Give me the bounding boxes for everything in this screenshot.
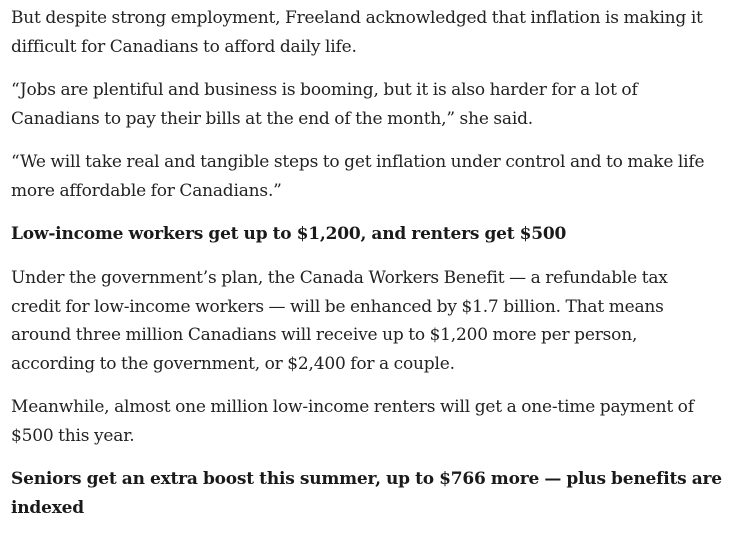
text-line: Under the government’s plan, the Canada … bbox=[11, 268, 668, 288]
paragraph-quote-steps: “We will take real and tangible steps to… bbox=[11, 148, 731, 205]
article-body: But despite strong employment, Freeland … bbox=[11, 4, 731, 523]
text-line: according to the government, or $2,400 f… bbox=[11, 353, 455, 374]
paragraph-workers-benefit: Under the government’s plan, the Canada … bbox=[11, 264, 731, 378]
heading-line: Seniors get an extra boost this summer, … bbox=[11, 469, 722, 489]
text-line: difficult for Canadians to afford daily … bbox=[11, 36, 357, 57]
subheading-workers-renters: Low-income workers get up to $1,200, and… bbox=[11, 220, 731, 249]
text-line: credit for low-income workers — will be … bbox=[11, 296, 664, 317]
heading-line: indexed bbox=[11, 498, 84, 518]
paragraph-inflation: But despite strong employment, Freeland … bbox=[11, 4, 731, 61]
heading-line: Low-income workers get up to $1,200, and… bbox=[11, 224, 567, 244]
text-line: Meanwhile, almost one million low-income… bbox=[11, 397, 694, 417]
paragraph-renters: Meanwhile, almost one million low-income… bbox=[11, 393, 731, 450]
text-line: $500 this year. bbox=[11, 425, 135, 446]
text-line: But despite strong employment, Freeland … bbox=[11, 8, 703, 28]
subheading-seniors: Seniors get an extra boost this summer, … bbox=[11, 465, 731, 523]
text-line: “We will take real and tangible steps to… bbox=[11, 152, 705, 172]
text-line: Canadians to pay their bills at the end … bbox=[11, 108, 533, 129]
paragraph-quote-jobs: “Jobs are plentiful and business is boom… bbox=[11, 76, 731, 133]
text-line: more affordable for Canadians.” bbox=[11, 180, 282, 201]
text-line: around three million Canadians will rece… bbox=[11, 325, 638, 345]
text-line: “Jobs are plentiful and business is boom… bbox=[11, 80, 638, 100]
